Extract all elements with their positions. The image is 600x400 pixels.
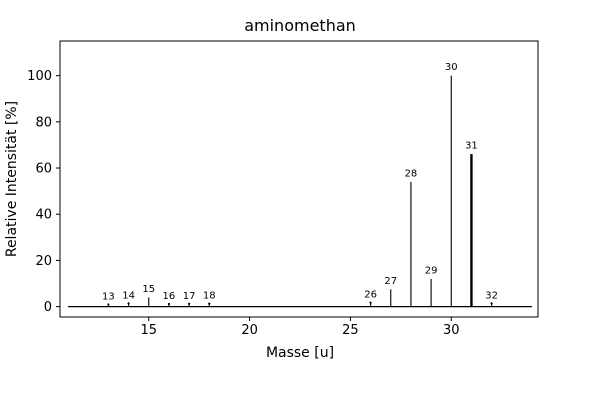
axes-box [59,40,539,318]
y-axis-label: Relative Intensität [%] [4,100,20,258]
y-tick-label: 0 [44,300,52,315]
peak-label-30: 30 [445,62,458,73]
peak-label-26: 26 [364,290,377,301]
y-tick-label: 40 [35,208,52,223]
stem-marker-mass-18 [208,302,211,305]
peak-label-32: 32 [485,290,498,301]
y-tick-label: 80 [35,115,52,130]
y-tick-label: 60 [35,162,52,177]
peak-label-16: 16 [163,291,176,302]
peak-label-15: 15 [142,284,155,295]
peak-label-31: 31 [465,141,478,152]
stem-marker-mass-32 [490,302,493,305]
y-tick-label: 20 [35,254,52,269]
x-tick-label: 20 [241,323,258,338]
stem-marker-mass-13 [107,303,110,306]
x-axis-label: Masse [u] [265,345,335,361]
peak-label-29: 29 [425,265,438,276]
peak-label-27: 27 [384,276,397,287]
stem-marker-mass-17 [187,302,191,305]
stem-marker-mass-14 [127,302,130,305]
peak-label-14: 14 [122,290,135,301]
stem-marker-mass-16 [167,302,171,306]
stem-marker-mass-26 [369,301,372,304]
x-tick-label: 30 [443,323,460,338]
x-tick-label: 25 [342,323,359,338]
peak-label-28: 28 [405,168,418,179]
peak-label-18: 18 [203,291,216,302]
peak-label-13: 13 [102,291,115,302]
y-tick-label: 100 [27,69,52,84]
x-tick-label: 15 [140,323,157,338]
peak-label-17: 17 [183,291,196,302]
chart-title: aminomethan [244,16,356,35]
